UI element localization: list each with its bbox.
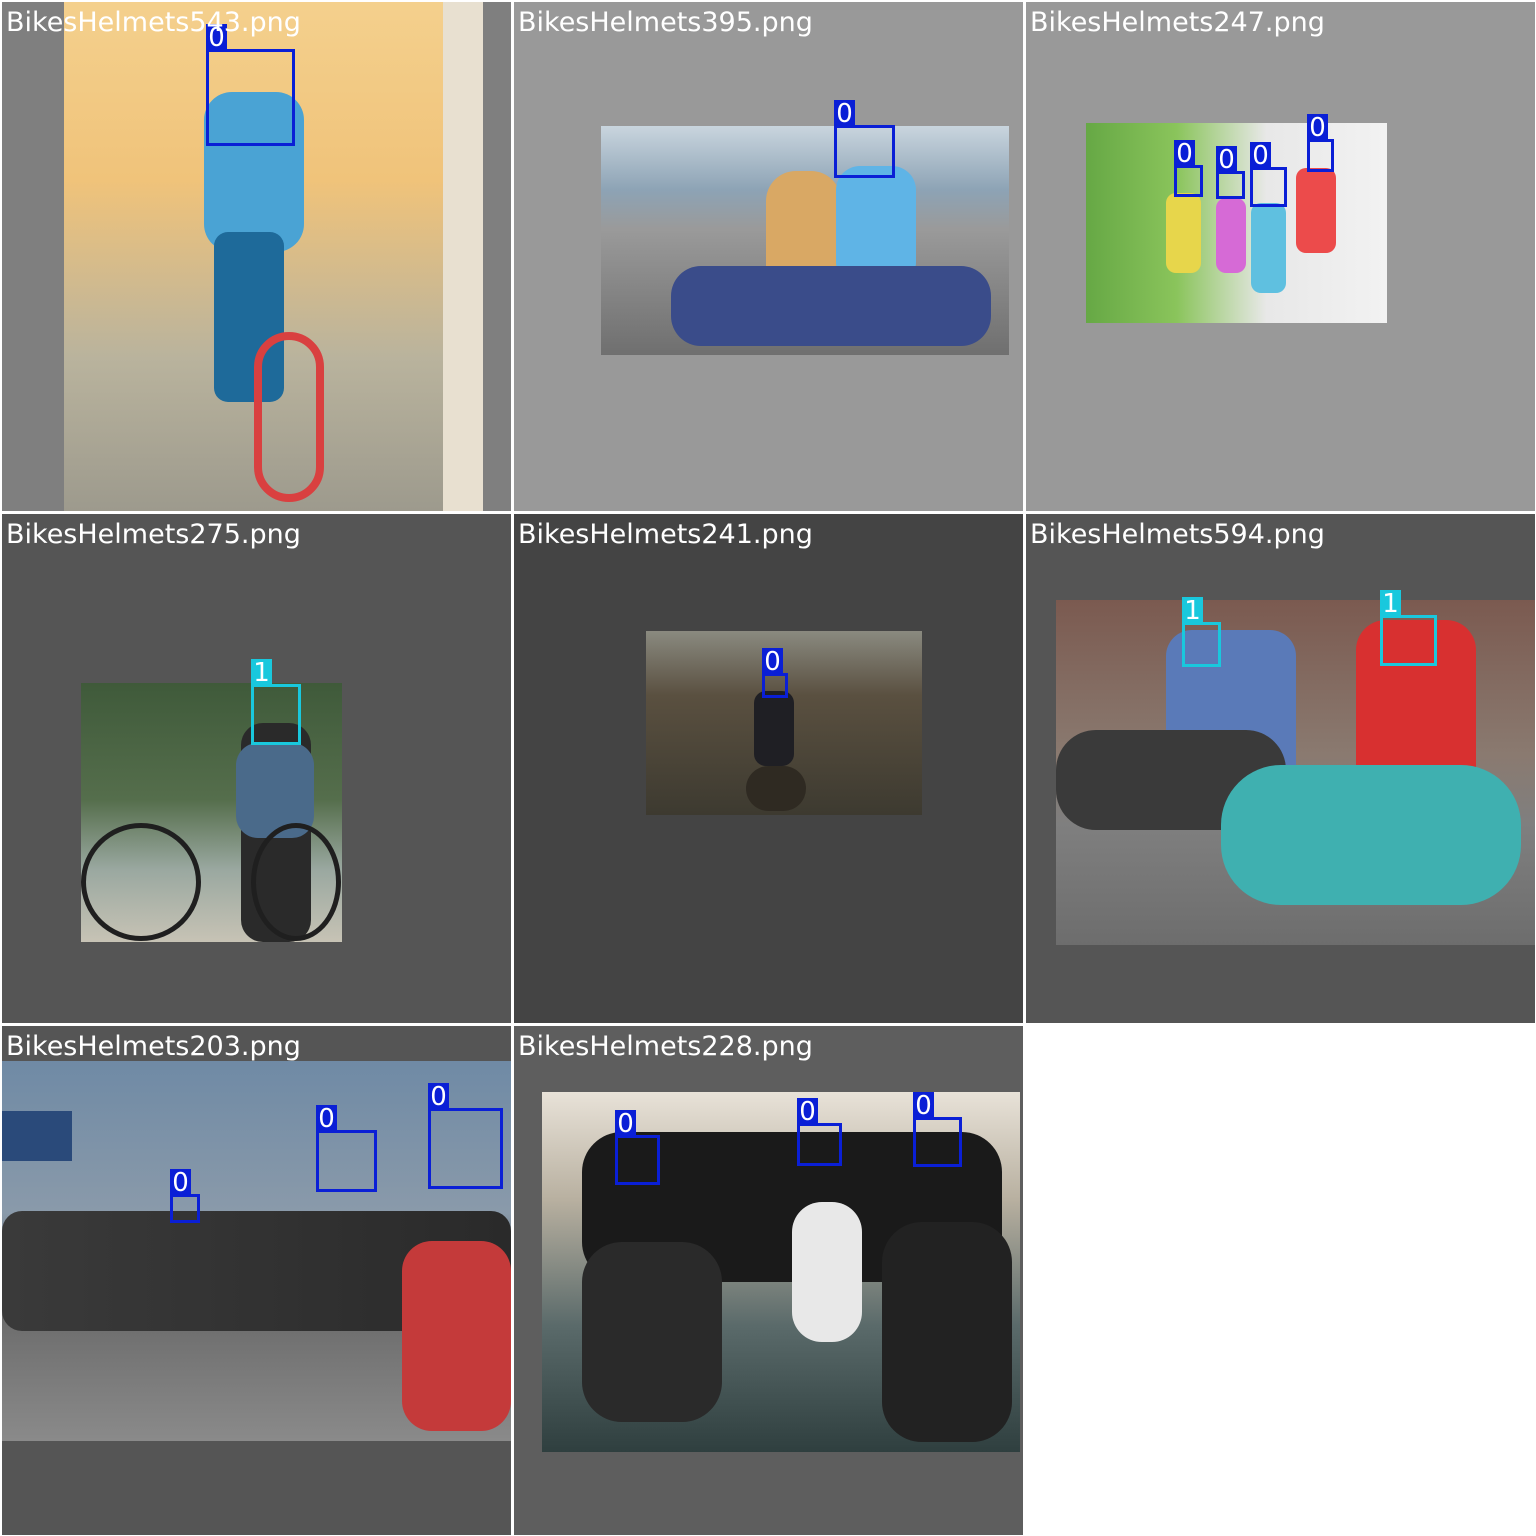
bbox-class-label: 0 xyxy=(1250,142,1271,170)
road-shadow xyxy=(746,766,806,811)
tile-bikeshelmets543: BikesHelmets543.png 0 xyxy=(2,2,511,511)
bbox-class-0: 0 xyxy=(913,1092,962,1167)
motorcycle-body xyxy=(671,266,991,346)
bbox-class-0: 0 xyxy=(170,1169,200,1223)
tile-filename: BikesHelmets203.png xyxy=(6,1031,301,1062)
side-panel xyxy=(443,2,483,511)
tile-filename: BikesHelmets247.png xyxy=(1030,7,1325,38)
bbox-class-label: 1 xyxy=(251,659,272,687)
tile-image xyxy=(81,683,342,942)
bbox-class-1: 1 xyxy=(1380,590,1437,666)
tile-image xyxy=(64,2,483,511)
tile-filename: BikesHelmets543.png xyxy=(6,7,301,38)
child-rider-legs xyxy=(214,232,284,402)
bicycle-front-wheel xyxy=(81,823,201,941)
bbox-class-0: 0 xyxy=(762,648,788,698)
bbox-class-label: 0 xyxy=(913,1092,934,1120)
bbox-class-label: 1 xyxy=(1182,597,1203,625)
white-scooter xyxy=(792,1202,862,1342)
bbox-class-label: 0 xyxy=(428,1083,449,1111)
empty-cell xyxy=(1026,1026,1535,1535)
bbox-class-label: 0 xyxy=(206,24,227,52)
child-rider-figure xyxy=(204,92,304,252)
bbox-class-label: 0 xyxy=(834,100,855,128)
kid-pink xyxy=(1216,198,1246,273)
tile-filename: BikesHelmets228.png xyxy=(518,1031,813,1062)
tile-bikeshelmets275: BikesHelmets275.png 1 xyxy=(2,514,511,1023)
tile-bikeshelmets594: BikesHelmets594.png 1 1 xyxy=(1026,514,1535,1023)
tile-filename: BikesHelmets241.png xyxy=(518,519,813,550)
child-rider-figure xyxy=(754,691,794,766)
bbox-class-label: 0 xyxy=(316,1105,337,1133)
tile-bikeshelmets241: BikesHelmets241.png 0 xyxy=(514,514,1023,1023)
tile-image xyxy=(1056,600,1535,945)
bbox-class-label: 0 xyxy=(762,648,783,676)
bbox-class-0: 0 xyxy=(428,1083,503,1189)
right-motorcycle xyxy=(882,1222,1012,1442)
tile-bikeshelmets203: BikesHelmets203.png 0 0 0 xyxy=(2,1026,511,1535)
bbox-class-0: 0 xyxy=(1174,140,1203,197)
tile-bikeshelmets247: BikesHelmets247.png 0 0 0 0 xyxy=(1026,2,1535,511)
bbox-class-1: 1 xyxy=(251,659,301,745)
kid-blue xyxy=(1251,203,1286,293)
tile-filename: BikesHelmets395.png xyxy=(518,7,813,38)
tile-image xyxy=(542,1092,1020,1452)
tile-image xyxy=(646,631,922,815)
bbox-class-label: 1 xyxy=(1380,590,1401,618)
bicycle-rear-wheel xyxy=(251,823,341,941)
bike-wheel xyxy=(254,332,324,502)
bbox-class-0: 0 xyxy=(1307,114,1334,172)
left-motorcycle xyxy=(582,1242,722,1422)
scooter xyxy=(1221,765,1521,905)
bbox-class-0: 0 xyxy=(206,24,295,146)
tile-filename: BikesHelmets594.png xyxy=(1030,519,1325,550)
billboard xyxy=(2,1111,72,1161)
tile-bikeshelmets395: BikesHelmets395.png 0 xyxy=(514,2,1023,511)
bbox-class-label: 0 xyxy=(170,1169,191,1197)
kid-yellow xyxy=(1166,193,1201,273)
bbox-class-label: 0 xyxy=(615,1110,636,1138)
tile-filename: BikesHelmets275.png xyxy=(6,519,301,550)
bbox-class-1: 1 xyxy=(1182,597,1221,667)
bbox-class-label: 0 xyxy=(797,1098,818,1126)
bbox-class-0: 0 xyxy=(1216,146,1245,199)
bbox-class-0: 0 xyxy=(1250,142,1287,207)
bbox-class-0: 0 xyxy=(615,1110,660,1185)
tile-bikeshelmets228: BikesHelmets228.png 0 0 0 xyxy=(514,1026,1023,1535)
bbox-class-0: 0 xyxy=(797,1098,842,1166)
bbox-class-0: 0 xyxy=(316,1105,377,1192)
woman-jacket xyxy=(236,743,314,838)
tile-image xyxy=(2,1061,511,1441)
kid-red xyxy=(1296,168,1336,253)
bbox-class-label: 0 xyxy=(1307,114,1328,142)
bbox-class-label: 0 xyxy=(1174,140,1195,168)
bbox-class-0: 0 xyxy=(834,100,895,178)
red-scooter xyxy=(402,1241,511,1431)
bbox-class-label: 0 xyxy=(1216,146,1237,174)
tile-image xyxy=(601,126,1009,355)
